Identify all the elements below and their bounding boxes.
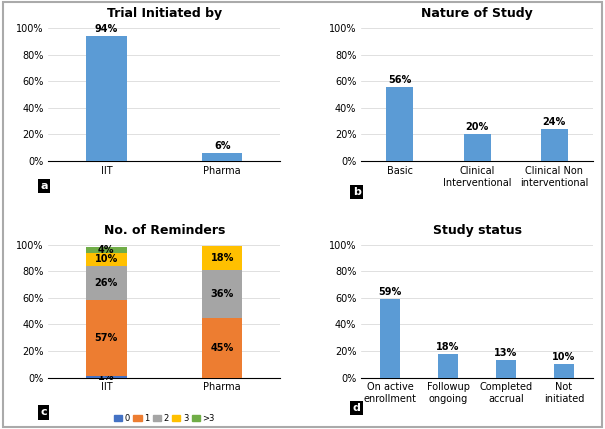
Text: 18%: 18% xyxy=(436,341,460,352)
Title: No. of Reminders: No. of Reminders xyxy=(103,224,225,237)
Bar xyxy=(202,246,243,270)
Text: 13%: 13% xyxy=(494,348,518,358)
Legend: 0, 1, 2, 3, >3: 0, 1, 2, 3, >3 xyxy=(111,411,218,426)
Bar xyxy=(202,270,243,318)
Text: 18%: 18% xyxy=(211,253,234,263)
Text: 1%: 1% xyxy=(98,372,114,382)
Text: b: b xyxy=(353,187,361,197)
Bar xyxy=(387,87,413,161)
Bar xyxy=(202,318,243,378)
Title: Study status: Study status xyxy=(433,224,522,237)
Bar xyxy=(202,153,243,161)
Bar xyxy=(438,353,458,378)
Text: a: a xyxy=(40,181,48,191)
Bar xyxy=(86,376,126,378)
Text: 10%: 10% xyxy=(552,352,575,362)
Text: d: d xyxy=(353,403,361,413)
Text: 4%: 4% xyxy=(98,245,114,255)
Text: 26%: 26% xyxy=(95,278,118,288)
Text: c: c xyxy=(41,408,47,417)
Text: 45%: 45% xyxy=(211,343,234,353)
Text: 20%: 20% xyxy=(465,123,489,133)
Title: Nature of Study: Nature of Study xyxy=(421,7,533,20)
Text: 94%: 94% xyxy=(95,24,118,34)
Bar xyxy=(86,247,126,253)
Text: 24%: 24% xyxy=(543,117,566,127)
Text: 36%: 36% xyxy=(211,289,234,299)
Bar xyxy=(86,266,126,300)
Text: 6%: 6% xyxy=(214,141,231,151)
Text: 57%: 57% xyxy=(95,333,118,343)
Bar xyxy=(541,129,568,161)
Bar xyxy=(86,36,126,161)
Bar xyxy=(86,300,126,376)
Text: 10%: 10% xyxy=(95,254,118,264)
Title: Trial Initiated by: Trial Initiated by xyxy=(106,7,222,20)
Bar xyxy=(86,253,126,266)
Bar xyxy=(554,364,574,378)
Bar xyxy=(380,299,401,378)
Bar xyxy=(496,360,516,378)
Bar xyxy=(463,134,491,161)
Text: 56%: 56% xyxy=(388,75,411,85)
Text: 59%: 59% xyxy=(379,287,402,297)
